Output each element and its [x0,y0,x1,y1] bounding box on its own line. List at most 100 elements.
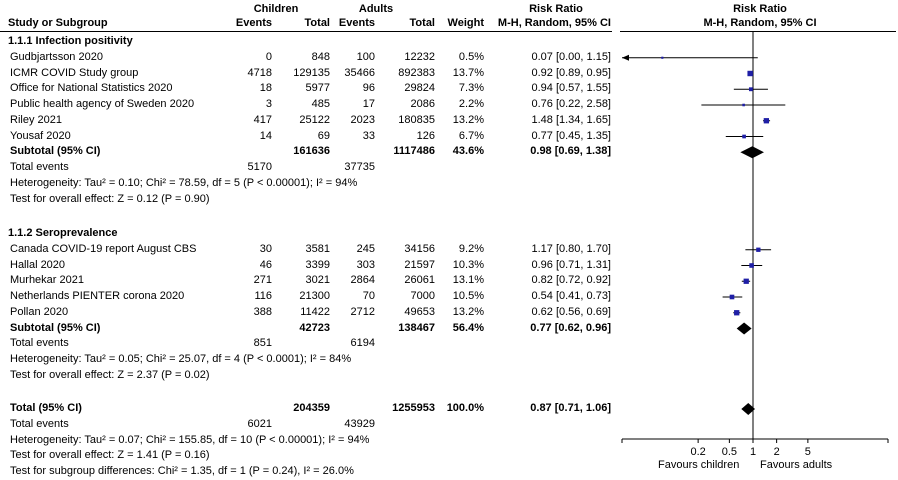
grand-heterogeneity-text: Heterogeneity: Tau² = 0.07; Chi² = 155.8… [10,433,370,446]
study-row-weight: 0.5% [458,50,484,63]
study-row-total-adults: 26061 [404,274,435,287]
study-row-events-adults: 2864 [350,274,375,287]
header-rule-plot [620,31,896,32]
point-estimate [661,56,664,59]
subtotal-label: Subtotal (95% CI) [10,145,101,158]
section-heading-1: 1.1.1 Infection positivity [8,35,133,47]
study-row-ci: 0.94 [0.57, 1.55] [531,82,611,95]
study-row-ci: 0.92 [0.89, 0.95] [531,66,611,79]
study-row-total-adults: 12232 [404,50,435,63]
total-events-label: Total events [10,161,69,173]
total-label: Total (95% CI) [10,402,82,414]
header-events-2: Events [338,17,375,29]
study-row-weight: 13.2% [452,305,484,318]
x-tick-label: 0.5 [722,446,737,458]
study-row-weight: 13.1% [452,274,484,287]
study-row-events-adults: 35466 [344,66,375,79]
study-row-events-children: 4718 [247,66,272,79]
study-row-weight: 13.2% [452,113,484,126]
study-row-name: Gudbjartsson 2020 [10,50,103,63]
study-row-total-children: 485 [311,98,330,110]
total-total-children: 204359 [293,402,330,414]
total-events-adults: 6194 [350,337,375,350]
study-row-name: Murhekar 2021 [10,274,84,287]
total-events-adults: 37735 [344,161,375,173]
study-row-events-adults: 245 [356,242,375,255]
study-row-events-adults: 2712 [350,305,375,318]
heterogeneity-text: Heterogeneity: Tau² = 0.10; Chi² = 78.59… [10,176,358,189]
study-row-total-adults: 7000 [410,290,435,302]
study-row-name: Hallal 2020 [10,258,66,271]
study-row-weight: 13.7% [452,66,484,79]
study-row-total-children: 129135 [293,66,330,79]
study-row-total-adults: 29824 [404,82,435,95]
subtotal-ci: 0.77 [0.62, 0.96] [530,321,611,334]
study-row-total-children: 25122 [299,113,330,126]
total-events-children: 5170 [247,161,272,173]
study-row-total-children: 69 [317,129,330,142]
study-row-weight: 10.5% [452,290,484,302]
study-row-events-adults: 96 [362,82,375,95]
study-row-events-children: 0 [265,50,272,63]
study-row-events-children: 417 [253,113,272,126]
point-estimate [729,294,735,300]
header-total-2: Total [409,17,435,29]
total-weight: 100.0% [446,402,484,414]
study-row-events-children: 18 [259,82,272,95]
point-estimate [734,310,740,316]
study-row-ci: 0.76 [0.22, 2.58] [531,98,611,110]
study-row-weight: 10.3% [452,258,484,271]
subtotal-total-children: 42723 [299,321,330,334]
study-row-total-adults: 34156 [404,242,435,255]
study-row-ci: 0.77 [0.45, 1.35] [531,129,611,142]
subgroup-differences-text: Test for subgroup differences: Chi² = 1.… [10,465,354,477]
study-row-events-adults: 100 [356,50,375,63]
header-study-col: Study or Subgroup [8,17,108,29]
subtotal-total-adults: 1117486 [393,145,435,158]
point-estimate [747,70,753,77]
study-row-total-children: 3581 [305,242,330,255]
study-row-name: Canada COVID-19 report August CBS [10,242,197,255]
study-row-total-adults: 892383 [398,66,435,79]
study-row-ci: 1.17 [0.80, 1.70] [531,242,611,255]
grand-total-events-label: Total events [10,417,69,430]
study-row-events-adults: 2023 [350,113,375,126]
study-row-events-children: 14 [259,129,272,142]
grand-overall-effect-text: Test for overall effect: Z = 1.41 (P = 0… [10,449,210,462]
study-row-total-adults: 126 [416,129,435,142]
header-events-1: Events [235,17,272,29]
subtotal-weight: 43.6% [452,145,484,158]
subtotal-ci: 0.98 [0.69, 1.38] [530,145,611,158]
header-total-1: Total [304,17,330,29]
study-row-weight: 7.3% [458,82,484,95]
study-row-ci: 0.82 [0.72, 0.92] [531,274,611,287]
study-row-events-children: 46 [259,258,272,271]
study-row-total-adults: 180835 [398,113,435,126]
study-row-ci: 0.96 [0.71, 1.31] [531,258,611,271]
study-row-total-adults: 21597 [404,258,435,271]
study-row-events-adults: 303 [356,258,375,271]
study-row-events-adults: 70 [362,290,375,302]
total-total-adults: 1255953 [392,402,435,414]
study-row-weight: 6.7% [458,129,484,142]
section-heading-2: 1.1.2 Seroprevalence [8,227,118,239]
study-row-total-adults: 49653 [404,305,435,318]
study-row-total-children: 3399 [305,258,330,271]
study-row-ci: 1.48 [1.34, 1.65] [531,113,611,126]
point-estimate [743,278,749,284]
header-plot-method: M-H, Random, 95% CI [703,17,817,29]
grand-total-events-children: 6021 [247,417,272,430]
summary-diamond [736,322,752,335]
study-row-name: Public health agency of Sweden 2020 [10,98,195,110]
study-row-name: Riley 2021 [10,113,62,126]
study-row-name: Yousaf 2020 [10,129,71,142]
study-row-weight: 9.2% [458,242,484,255]
header-group-children: Children [253,3,299,15]
study-row-total-children: 5977 [305,82,330,95]
study-row-ci: 0.54 [0.41, 0.73] [531,290,611,302]
x-tick-label: 2 [774,446,780,458]
study-row-events-children: 116 [254,290,272,302]
point-estimate [763,118,770,124]
study-row-total-children: 21300 [299,290,330,302]
study-row-total-children: 848 [311,50,330,63]
